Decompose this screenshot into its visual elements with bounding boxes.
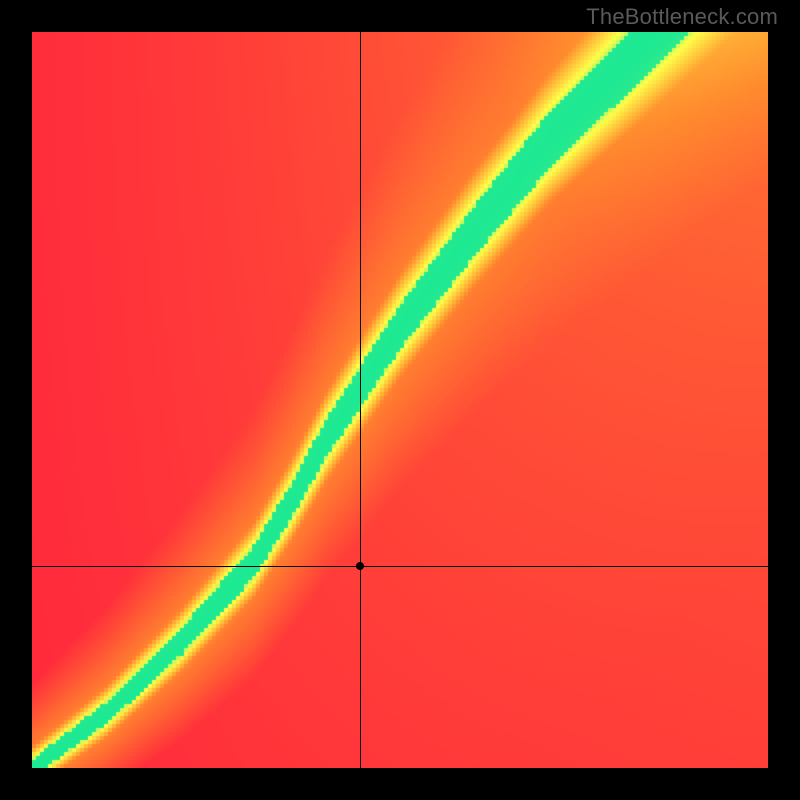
crosshair-vertical [360, 32, 361, 768]
heatmap-canvas [32, 32, 768, 768]
chart-container: TheBottleneck.com [0, 0, 800, 800]
plot-area [32, 32, 768, 768]
crosshair-marker-dot [356, 562, 364, 570]
watermark-text: TheBottleneck.com [586, 4, 778, 30]
crosshair-horizontal [32, 566, 768, 567]
